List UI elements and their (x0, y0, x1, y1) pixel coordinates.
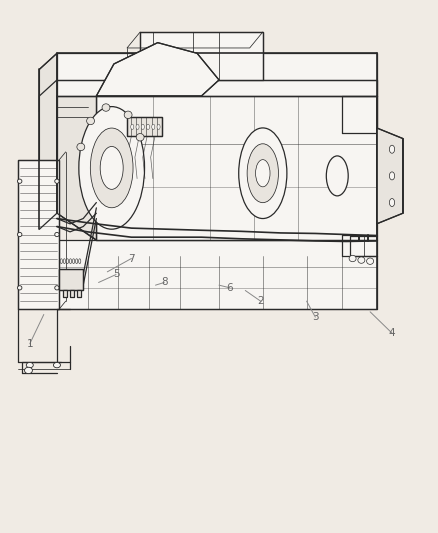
Ellipse shape (131, 124, 134, 130)
Ellipse shape (367, 258, 374, 264)
Ellipse shape (256, 160, 270, 187)
Ellipse shape (55, 232, 59, 237)
Polygon shape (57, 80, 377, 149)
Ellipse shape (76, 259, 78, 264)
Ellipse shape (247, 144, 279, 203)
Polygon shape (77, 290, 81, 297)
Polygon shape (96, 96, 377, 240)
Ellipse shape (53, 362, 60, 368)
Ellipse shape (64, 259, 66, 264)
Ellipse shape (358, 257, 365, 263)
Ellipse shape (55, 286, 59, 290)
Ellipse shape (55, 179, 59, 183)
Ellipse shape (79, 259, 81, 264)
Text: 5: 5 (113, 270, 120, 279)
Ellipse shape (389, 199, 395, 207)
Text: 1: 1 (26, 339, 33, 349)
Polygon shape (57, 96, 96, 240)
Ellipse shape (146, 124, 149, 130)
Ellipse shape (389, 145, 395, 154)
Ellipse shape (67, 259, 69, 264)
Polygon shape (127, 117, 162, 136)
Ellipse shape (18, 286, 22, 290)
Ellipse shape (152, 124, 155, 130)
Polygon shape (59, 269, 83, 290)
Ellipse shape (389, 172, 395, 180)
Ellipse shape (239, 128, 287, 219)
Polygon shape (70, 290, 74, 297)
Text: 7: 7 (128, 254, 135, 263)
Ellipse shape (100, 147, 123, 189)
Ellipse shape (73, 259, 74, 264)
Polygon shape (39, 53, 57, 112)
Ellipse shape (87, 117, 95, 125)
Ellipse shape (69, 259, 71, 264)
Ellipse shape (77, 143, 85, 151)
Ellipse shape (136, 124, 139, 130)
Polygon shape (140, 32, 263, 80)
Polygon shape (57, 240, 377, 309)
Ellipse shape (349, 255, 356, 262)
Ellipse shape (60, 259, 63, 264)
Polygon shape (39, 80, 57, 229)
Polygon shape (63, 290, 67, 297)
Ellipse shape (141, 124, 145, 130)
Ellipse shape (136, 134, 144, 141)
Polygon shape (96, 43, 219, 96)
Text: 4: 4 (389, 328, 396, 338)
Ellipse shape (102, 104, 110, 111)
Ellipse shape (326, 156, 348, 196)
Text: 2: 2 (257, 296, 264, 306)
Ellipse shape (26, 362, 33, 368)
Ellipse shape (25, 367, 32, 374)
Ellipse shape (90, 128, 133, 208)
Polygon shape (377, 128, 403, 224)
Text: 6: 6 (226, 283, 233, 293)
Ellipse shape (124, 111, 132, 118)
Text: 8: 8 (161, 278, 168, 287)
Ellipse shape (157, 124, 160, 130)
Ellipse shape (18, 179, 22, 183)
Polygon shape (18, 160, 59, 309)
Ellipse shape (18, 232, 22, 237)
Polygon shape (57, 53, 377, 96)
Text: 3: 3 (312, 312, 319, 322)
Ellipse shape (79, 107, 145, 229)
